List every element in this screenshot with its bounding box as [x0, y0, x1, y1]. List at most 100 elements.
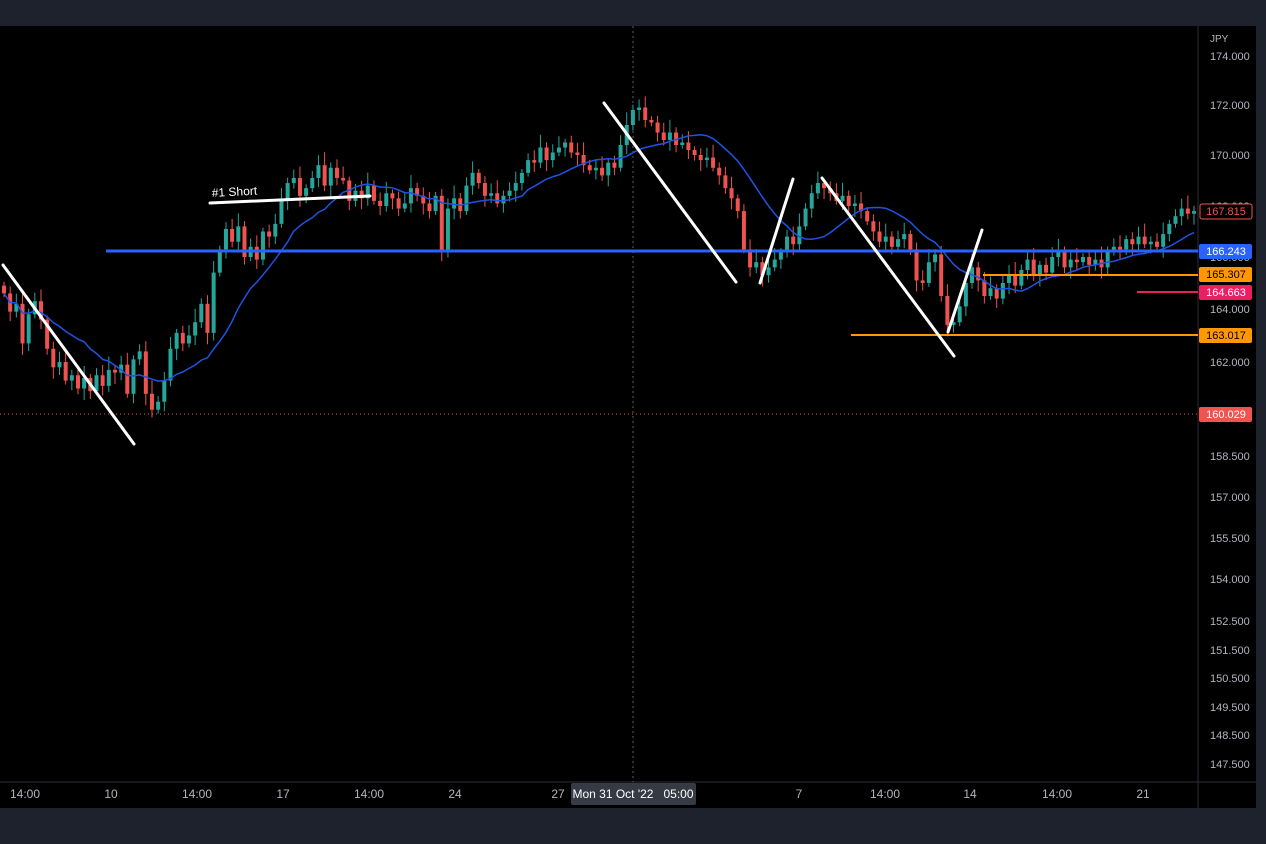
trend-line-4[interactable]	[820, 176, 956, 358]
trend-line-2[interactable]	[602, 101, 738, 284]
candle	[452, 185, 457, 220]
price-tick-labels: 174.000172.000170.000168.000166.000164.0…	[1210, 51, 1250, 771]
candle	[507, 182, 512, 202]
candle	[926, 249, 931, 287]
candle	[273, 213, 278, 244]
candle	[390, 189, 395, 210]
short-trend-line[interactable]	[208, 194, 372, 205]
candle	[735, 194, 740, 219]
candle	[544, 142, 549, 172]
candle	[328, 162, 333, 197]
candle	[846, 190, 851, 212]
svg-text:165.307: 165.307	[1206, 269, 1246, 281]
candle	[433, 191, 438, 215]
candle	[26, 308, 31, 352]
candle	[815, 171, 820, 199]
candle	[729, 176, 734, 210]
candle	[82, 365, 87, 400]
plot-area[interactable]	[0, 26, 1198, 782]
time-tick-labels: 14:00 10 14:00 17 14:00 24 27 7 14:00 14 14:00 21	[10, 787, 1150, 801]
candle	[1136, 226, 1141, 252]
trend-line-3[interactable]	[758, 177, 795, 285]
candle	[1192, 205, 1196, 225]
candle	[106, 356, 111, 392]
candle	[1173, 209, 1178, 228]
candle	[939, 246, 944, 302]
candle	[1167, 220, 1172, 242]
price-tick-label: 154.000	[1210, 574, 1250, 586]
candle	[1179, 198, 1184, 226]
price-label-166243: 166.243	[1199, 244, 1252, 259]
candle	[1185, 195, 1190, 220]
candle	[1081, 253, 1086, 267]
candle	[748, 239, 753, 277]
candle	[143, 341, 148, 406]
price-tick-label: 170.000	[1210, 150, 1250, 162]
candle	[464, 177, 469, 215]
candle	[1093, 249, 1098, 271]
trend-line-1[interactable]	[1, 263, 136, 446]
bottom-toolbar	[0, 808, 1266, 844]
candle	[371, 180, 376, 205]
candle	[1056, 238, 1061, 267]
candle	[637, 99, 642, 121]
candle	[988, 276, 993, 300]
candle	[119, 355, 124, 381]
candle	[1019, 264, 1024, 290]
candle	[316, 155, 321, 188]
candle	[501, 190, 506, 213]
candle	[193, 308, 198, 346]
price-tick-label: 147.500	[1210, 759, 1250, 771]
candle	[205, 295, 210, 345]
currency-label: JPY	[1210, 34, 1229, 45]
svg-text:164.663: 164.663	[1206, 287, 1246, 299]
candle	[951, 318, 956, 333]
candle	[291, 169, 296, 189]
candle	[211, 260, 216, 341]
candle	[920, 270, 925, 291]
candle	[69, 369, 74, 391]
candle	[877, 221, 882, 248]
time-tick-label: 17	[276, 787, 290, 801]
candle	[883, 223, 888, 253]
candle	[1013, 261, 1018, 294]
candle	[692, 146, 697, 161]
price-tick-label: 172.000	[1210, 100, 1250, 112]
candle	[334, 159, 339, 186]
candle	[415, 182, 420, 202]
candle	[933, 249, 938, 272]
candle	[803, 203, 808, 231]
candle	[1142, 223, 1147, 249]
candle	[75, 366, 80, 395]
candle	[630, 104, 635, 131]
candle	[156, 396, 161, 414]
candle	[563, 138, 568, 157]
candle	[809, 184, 814, 218]
price-chart[interactable]: #1 Short 174.000172.000170.000168.000166…	[0, 26, 1256, 808]
candle	[20, 290, 25, 355]
candle	[470, 161, 475, 195]
candle	[1118, 235, 1123, 259]
candle	[199, 298, 204, 329]
price-tick-label: 149.500	[1210, 702, 1250, 714]
drawn-trend-lines[interactable]	[1, 101, 984, 446]
svg-text:Mon 31 Oct '22 05:00: Mon 31 Oct '22 05:00	[572, 787, 693, 801]
candle	[550, 144, 555, 168]
svg-text:160.029: 160.029	[1206, 409, 1246, 421]
candle	[112, 364, 117, 384]
price-label-163017: 163.017	[1199, 328, 1252, 343]
candle	[1111, 238, 1116, 256]
candle	[51, 341, 56, 379]
candle	[180, 325, 185, 352]
trend-line-5[interactable]	[946, 228, 984, 334]
price-label-164663: 164.663	[1199, 285, 1252, 300]
svg-text:166.243: 166.243	[1206, 246, 1246, 258]
candle	[1155, 233, 1160, 253]
candle	[797, 213, 802, 252]
candle	[865, 207, 870, 226]
candle	[378, 192, 383, 216]
candle	[698, 148, 703, 172]
candle	[982, 271, 987, 304]
candle	[532, 150, 537, 172]
candle	[341, 166, 346, 185]
